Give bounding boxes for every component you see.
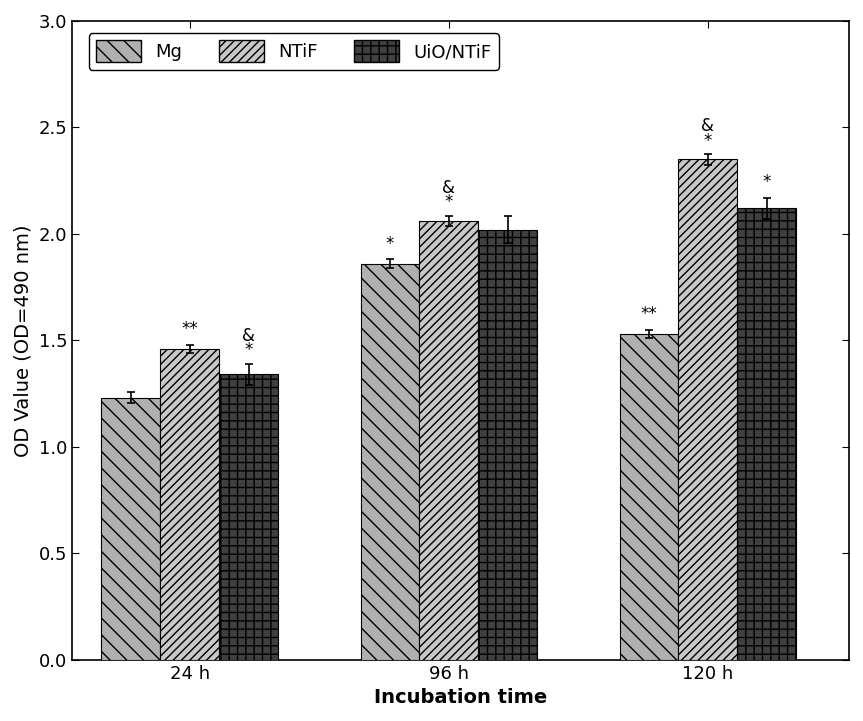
Bar xyxy=(102,398,161,660)
Bar xyxy=(419,221,478,660)
Text: &: & xyxy=(443,179,456,197)
Legend: Mg, NTiF, UiO/NTiF: Mg, NTiF, UiO/NTiF xyxy=(89,33,499,70)
Bar xyxy=(161,349,219,660)
Bar xyxy=(678,159,737,660)
Text: *: * xyxy=(444,193,453,211)
Bar xyxy=(478,229,537,660)
Text: **: ** xyxy=(181,320,198,338)
Text: &: & xyxy=(702,117,715,135)
Text: *: * xyxy=(386,235,394,253)
Text: **: ** xyxy=(640,305,658,323)
Text: *: * xyxy=(763,173,771,191)
Bar xyxy=(620,334,678,660)
Text: *: * xyxy=(244,342,253,360)
Bar xyxy=(737,208,797,660)
Text: &: & xyxy=(243,327,255,345)
Y-axis label: OD Value (OD=490 nm): OD Value (OD=490 nm) xyxy=(14,224,33,456)
Bar xyxy=(361,264,419,660)
X-axis label: Incubation time: Incubation time xyxy=(374,688,547,707)
Text: *: * xyxy=(703,132,712,150)
Bar xyxy=(219,374,278,660)
